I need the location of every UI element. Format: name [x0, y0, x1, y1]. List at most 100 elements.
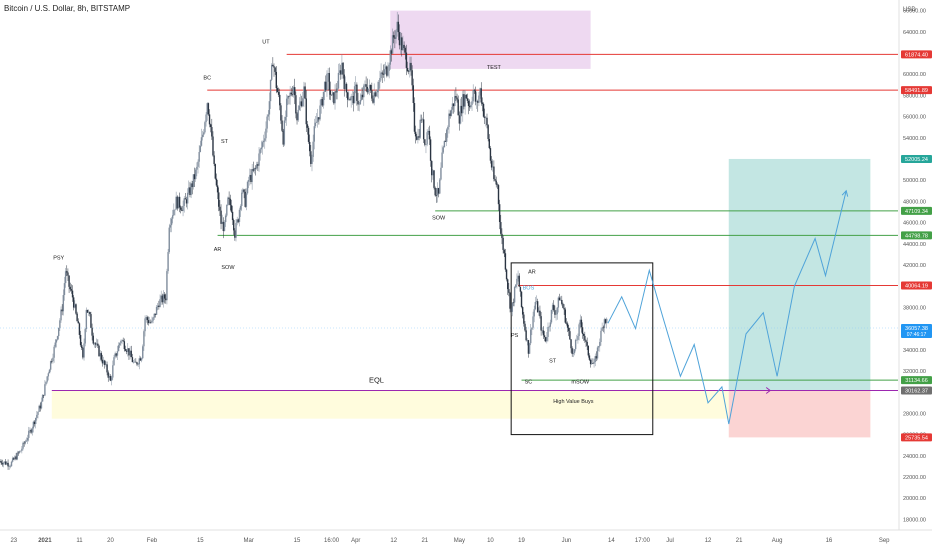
candle-body-261: [299, 101, 302, 106]
price-label-box-0: [901, 50, 932, 59]
candle-body-89: [101, 359, 104, 364]
candle-body-441: [507, 279, 509, 290]
candle-body-58: [66, 271, 68, 273]
x-tick-label-11: 21: [421, 538, 428, 544]
candle-body-252: [289, 92, 291, 97]
candle-body-264: [303, 86, 305, 99]
candle-body-500: [574, 339, 577, 350]
candle-body-224: [257, 164, 259, 166]
candle-body-37: [41, 394, 44, 402]
candle-body-281: [322, 91, 325, 106]
price-label-7: 31134.66: [905, 378, 928, 384]
candle-body-481: [553, 304, 555, 311]
candle-body-88: [100, 353, 103, 360]
candle-body-290: [333, 92, 335, 104]
candle-body-234: [268, 101, 271, 115]
candle-body-171: [196, 166, 198, 170]
candle-body-83: [94, 343, 97, 345]
candle-body-48: [54, 342, 56, 347]
candle-body-411: [472, 90, 474, 102]
annotation-12: SC: [525, 380, 533, 386]
candle-body-269: [308, 141, 311, 152]
candle-body-249: [285, 98, 288, 117]
price-label-8: 30162.37: [905, 388, 928, 394]
candle-body-164: [188, 187, 190, 193]
candle-body-346: [397, 21, 400, 33]
candle-body-455: [523, 314, 525, 324]
candle-body-371: [426, 132, 428, 145]
candle-body-392: [450, 109, 453, 116]
candle-body-73: [83, 343, 85, 358]
y-tick-label-19: 56000.00: [903, 115, 926, 121]
x-tick-label-14: 19: [518, 538, 525, 544]
candle-body-399: [458, 115, 461, 124]
price-label-2: 52005.24: [905, 157, 928, 163]
candle-body-118: [135, 361, 137, 363]
candles: [0, 11, 608, 470]
candle-body-514: [591, 363, 593, 365]
candle-body-488: [561, 299, 563, 304]
candle-body-2: [1, 463, 4, 465]
candle-body-240: [275, 71, 278, 89]
candle-body-25: [28, 430, 30, 438]
candle-body-329: [378, 81, 380, 90]
candle-body-104: [119, 343, 121, 346]
candle-body-313: [359, 100, 362, 105]
candle-body-198: [227, 197, 229, 205]
candle-body-498: [572, 353, 575, 355]
candle-body-20: [22, 442, 24, 449]
candle-body-60: [68, 275, 70, 287]
candle-body-255: [292, 87, 295, 95]
candle-body-457: [525, 330, 527, 341]
candle-body-280: [321, 98, 324, 106]
candle-body-64: [72, 297, 75, 308]
candle-body-427: [490, 160, 493, 168]
x-tick-label-9: Apr: [351, 538, 360, 544]
candle-body-516: [593, 362, 595, 364]
candle-body-219: [251, 169, 253, 183]
candle-body-436: [501, 233, 503, 238]
candle-body-413: [474, 90, 477, 102]
candle-body-107: [122, 340, 124, 342]
candle-body-442: [508, 289, 510, 293]
candle-body-420: [482, 103, 485, 117]
candle-body-307: [352, 95, 355, 104]
candle-body-237: [272, 64, 274, 67]
candle-body-403: [463, 94, 465, 107]
candle-body-315: [361, 94, 364, 98]
candle-body-354: [406, 67, 409, 72]
candle-body-291: [334, 91, 336, 104]
candle-body-377: [433, 170, 435, 188]
candle-body-245: [281, 120, 283, 131]
candle-body-175: [200, 137, 203, 146]
candle-body-130: [148, 321, 151, 324]
candle-body-330: [379, 78, 381, 82]
candle-body-407: [467, 100, 470, 106]
candle-body-38: [43, 394, 45, 396]
candle-body-243: [279, 94, 281, 106]
candle-body-263: [302, 98, 304, 107]
candle-body-395: [454, 96, 456, 107]
candle-body-510: [586, 341, 588, 346]
candle-body-85: [97, 343, 99, 346]
candle-body-157: [180, 207, 182, 210]
candle-body-507: [583, 333, 585, 336]
candle-body-195: [223, 222, 226, 232]
candle-body-176: [201, 134, 204, 138]
candle-body-131: [150, 321, 152, 323]
candle-body-120: [137, 364, 139, 365]
candle-body-358: [411, 70, 413, 86]
candle-body-40: [45, 381, 47, 385]
candle-body-518: [595, 356, 598, 359]
candle-body-380: [436, 188, 439, 196]
candle-body-192: [220, 210, 222, 224]
candle-body-47: [53, 346, 55, 358]
candle-body-62: [70, 289, 73, 291]
price-label-box-6: [901, 323, 932, 338]
candle-body-393: [451, 103, 454, 110]
candle-body-216: [247, 180, 250, 182]
candle-body-133: [152, 317, 154, 321]
candle-body-418: [480, 88, 482, 103]
